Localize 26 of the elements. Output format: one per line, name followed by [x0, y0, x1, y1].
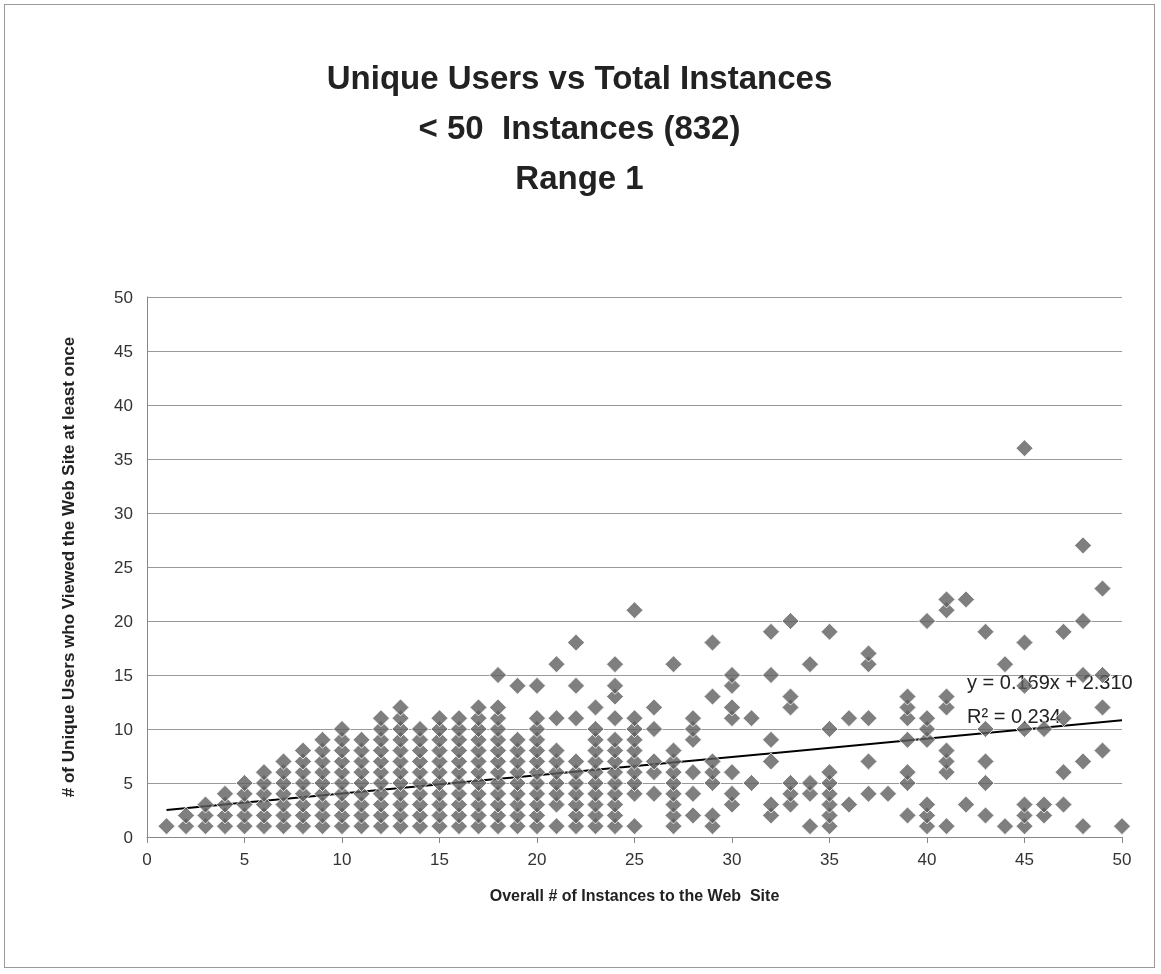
x-tick-label: 40 [917, 850, 937, 869]
y-tick-label: 0 [123, 827, 133, 847]
x-tick-label: 50 [1112, 850, 1132, 869]
y-tick-label: 5 [123, 773, 133, 793]
x-tick-label: 30 [722, 850, 742, 869]
y-tick-label: 15 [114, 665, 133, 685]
x-tick-label: 10 [332, 850, 352, 869]
y-tick-label: 30 [114, 503, 133, 523]
annotation: R² = 0.234 [967, 705, 1061, 728]
x-tick-label: 25 [625, 850, 644, 869]
y-axis-title: # of Unique Users who Viewed the Web Site at least once [59, 336, 78, 798]
y-tick-label: 10 [114, 719, 133, 739]
x-tick-label: 35 [820, 850, 839, 869]
x-tick-label: 45 [1015, 850, 1034, 869]
x-tick-label: 15 [430, 850, 449, 869]
y-tick-label: 20 [114, 611, 133, 631]
y-tick-label: 35 [114, 449, 133, 469]
chart-title: Unique Users vs Total Instances < 50 Instances (832) Range 1 [326, 58, 833, 196]
x-tick-label: 5 [239, 850, 250, 869]
x-axis-title: Overall # of Instances to the Web Site [489, 886, 780, 904]
y-tick-label: 40 [114, 395, 133, 415]
y-tick-label: 25 [114, 557, 133, 577]
x-tick-label: 20 [527, 850, 547, 869]
x-tick-label: 0 [142, 850, 152, 869]
y-tick-label: 45 [114, 341, 133, 361]
y-tick-label: 50 [114, 287, 133, 307]
